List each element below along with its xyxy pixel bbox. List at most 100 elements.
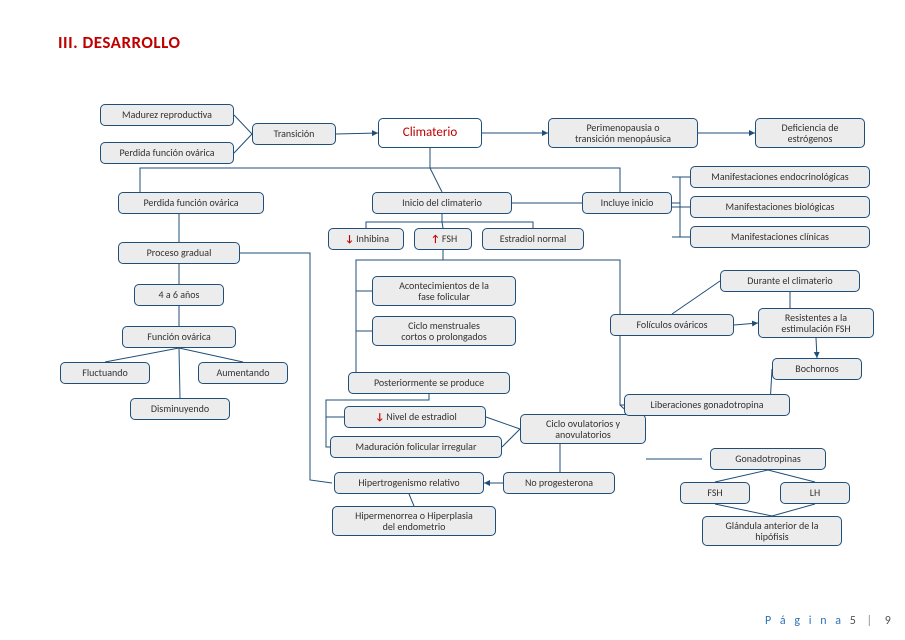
node-label: Inicio del climaterio (402, 197, 482, 209)
edge (105, 348, 179, 362)
footer-page: 5 (850, 614, 857, 628)
node-n13: ↓ Inhibina (328, 228, 404, 250)
edge (336, 133, 378, 134)
node-n22: Acontecimientos de lafase folicular (372, 276, 516, 306)
node-n16: Proceso gradual (118, 242, 240, 264)
node-label: Maduración folicular irregular (356, 441, 477, 453)
node-n18: Función ovárica (122, 326, 236, 348)
node-n33: Resistentes a laestimulación FSH (758, 308, 874, 338)
node-label: Bochornos (795, 363, 838, 375)
arrow-down-icon: ↓ (375, 411, 384, 423)
node-label: Aumentando (217, 367, 270, 379)
node-n24: Posteriormente se produce (348, 372, 510, 394)
node-n32: Folículos ováricos (610, 314, 734, 336)
node-n14: ↑ FSH (414, 228, 472, 250)
node-label: Acontecimientos de lafase folicular (399, 280, 489, 303)
node-n34: Bochornos (772, 358, 862, 380)
edge (179, 348, 243, 362)
node-label: Perdida función ovárica (143, 197, 238, 209)
arrow-down-icon: ↓ (345, 233, 354, 245)
node-label: Resistentes a laestimulación FSH (781, 312, 850, 335)
edge (409, 494, 414, 506)
node-label: Manifestaciones biológicas (726, 201, 835, 213)
node-n15: Estradiol normal (482, 228, 584, 250)
node-label: Disminuyendo (151, 403, 209, 415)
edge (430, 168, 620, 192)
node-n29: Hipertrogenismo relativo (334, 472, 484, 494)
node-label: Madurez reproductiva (122, 109, 212, 121)
node-n3: Transición (252, 123, 336, 145)
node-n20: Aumentando (198, 362, 288, 384)
node-n31: Durante el climaterio (720, 270, 860, 292)
node-label: Folículos ováricos (636, 319, 707, 331)
section-title: III. DESARROLLO (58, 32, 181, 53)
node-n6: Deficiencia deestrógenos (755, 118, 865, 148)
node-label: Nivel de estradiol (386, 411, 457, 423)
node-label: Proceso gradual (147, 247, 212, 259)
node-n36: Gonadotropinas (710, 448, 826, 470)
footer-sep: | (867, 614, 876, 628)
node-label: Liberaciones gonadotropina (650, 399, 763, 411)
node-n2: Perdida función ovárica (100, 142, 234, 164)
edge (502, 429, 520, 447)
node-label: Transición (274, 128, 315, 140)
edge (768, 470, 815, 482)
edge (430, 168, 442, 192)
node-n23: Ciclo menstrualescortos o prolongados (372, 316, 516, 346)
node-n38: LH (780, 482, 850, 504)
arrow-up-icon: ↑ (431, 233, 440, 245)
edge (234, 115, 252, 134)
edge (672, 177, 680, 203)
node-label: Incluye inicio (601, 197, 654, 209)
node-label: LH (810, 487, 820, 499)
node-label: Estradiol normal (500, 233, 567, 245)
node-n26: Maduración folicular irregular (330, 436, 502, 458)
node-n10: Incluye inicio (582, 192, 672, 214)
node-label: Perimenopausia otransición menopáusica (575, 122, 671, 145)
node-label: Hipermenorrea o Hiperplasiadel endometri… (355, 510, 473, 533)
edge (356, 291, 372, 331)
node-n1: Madurez reproductiva (100, 104, 234, 126)
node-label: 4 a 6 años (159, 289, 200, 301)
edge (234, 134, 252, 153)
node-label: Gonadotropinas (735, 453, 801, 465)
node-label: Deficiencia deestrógenos (782, 122, 839, 145)
edge (715, 504, 772, 516)
node-label: Manifestaciones clínicas (731, 231, 829, 243)
edge (734, 323, 758, 325)
node-n17: 4 a 6 años (134, 284, 224, 306)
node-label: Ciclo menstrualescortos o prolongados (401, 320, 487, 343)
node-n19: Fluctuando (60, 362, 150, 384)
node-n8: Manifestaciones biológicas (690, 196, 870, 218)
node-n21: Disminuyendo (130, 398, 230, 420)
node-label: FSH (442, 233, 457, 245)
node-label: Perdida función ovárica (119, 147, 214, 159)
node-n9: Manifestaciones clínicas (690, 226, 870, 248)
node-label: Inhibina (356, 233, 389, 245)
node-label: Manifestaciones endocrinológicas (711, 171, 848, 183)
node-n5: Perimenopausia otransición menopáusica (548, 118, 698, 148)
edge (672, 281, 720, 314)
node-label: Fluctuando (82, 367, 128, 379)
node-label: Hipertrogenismo relativo (358, 477, 459, 489)
node-n11: Perdida función ovárica (118, 192, 264, 214)
node-label: Climaterio (403, 126, 457, 141)
node-n37: FSH (680, 482, 750, 504)
edge (179, 348, 180, 398)
node-n27: Ciclo ovulatorios yanovulatorios (520, 414, 646, 444)
node-label: Glándula anterior de lahipófisis (725, 520, 818, 543)
node-n39: Glándula anterior de lahipófisis (702, 516, 842, 546)
edge (486, 417, 520, 429)
node-n30: Hipermenorrea o Hiperplasiadel endometri… (332, 506, 496, 536)
footer-label: P á g i n a (765, 614, 844, 628)
node-n25: ↓ Nivel de estradiol (344, 406, 486, 428)
node-n7: Manifestaciones endocrinológicas (690, 166, 870, 188)
node-label: Durante el climaterio (747, 275, 832, 287)
node-label: Posteriormente se produce (374, 377, 484, 389)
edge (816, 338, 817, 358)
node-n28: No progesterona (503, 472, 615, 494)
node-n4: Climaterio (378, 118, 482, 148)
node-n35: Liberaciones gonadotropina (624, 394, 790, 416)
node-label: Ciclo ovulatorios yanovulatorios (546, 418, 620, 441)
node-label: Función ovárica (147, 331, 211, 343)
